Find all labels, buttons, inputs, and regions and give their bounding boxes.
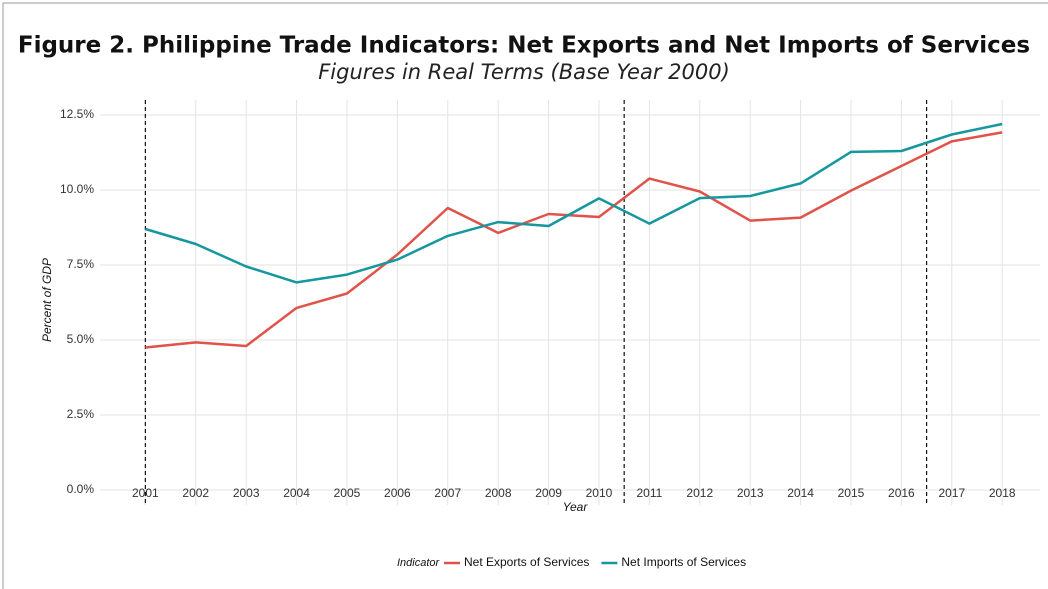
x-tick-label: 2011 [636,486,662,500]
x-tick-label: 2004 [283,486,310,500]
y-axis-title: Percent of GDP [40,258,54,342]
x-tick-label: 2005 [334,486,361,500]
x-tick-label: 2006 [384,486,411,500]
series-line [145,122,1003,284]
y-tick-label: 0.0% [67,482,95,496]
y-tick-label: 12.5% [60,107,94,121]
chart-title: Figure 2. Philippine Trade Indicators: N… [18,33,1030,59]
x-tick-label: 2012 [686,486,713,500]
y-tick-label: 10.0% [60,182,94,196]
legend-title: Indicator [397,557,441,569]
x-tick-label: 2017 [938,486,965,500]
x-tick-label: 2009 [535,486,562,500]
x-tick-label: 2015 [838,486,865,500]
x-tick-label: 2010 [586,486,613,500]
x-tick-label: 2018 [989,486,1016,500]
x-tick-label: 2016 [888,486,915,500]
y-tick-label: 7.5% [67,257,95,271]
legend-label: Net Exports of Services [464,555,589,569]
x-tick-label: 2002 [182,486,209,500]
x-axis-title: Year [563,500,589,514]
chart-subtitle: Figures in Real Terms (Base Year 2000) [318,60,730,84]
x-tick-label: 2003 [233,486,260,500]
y-tick-label: 5.0% [67,332,95,346]
x-tick-label: 2008 [485,486,512,500]
x-tick-label: 2014 [787,486,814,500]
series-line [145,131,1003,349]
x-tick-label: 2007 [434,486,461,500]
x-tick-label: 2013 [737,486,764,500]
legend-label: Net Imports of Services [621,555,746,569]
y-tick-label: 2.5% [67,407,95,421]
